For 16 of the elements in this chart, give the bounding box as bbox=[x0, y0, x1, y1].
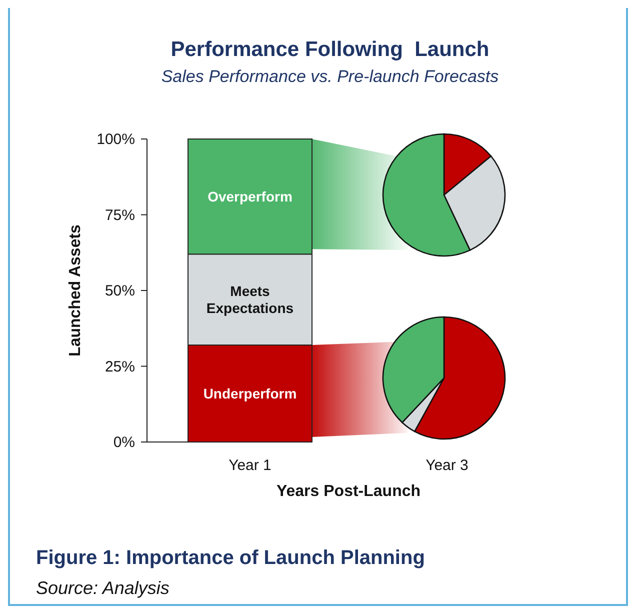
series-label: Underperform bbox=[203, 386, 297, 402]
source-note: Source: Analysis bbox=[36, 578, 170, 598]
y-axis-title: Launched Assets bbox=[67, 224, 84, 356]
y-tick-label: 100% bbox=[96, 131, 135, 148]
x-axis-title: Years Post-Launch bbox=[276, 483, 421, 500]
chart-subtitle: Sales Performance vs. Pre-launch Forecasts bbox=[161, 67, 500, 86]
chart-title: Performance Following Launch bbox=[170, 38, 490, 61]
series-label: Overperform bbox=[208, 188, 292, 205]
x-tick-label: Year 3 bbox=[426, 457, 468, 474]
x-tick-label: Year 1 bbox=[228, 457, 272, 474]
y-tick-label: 50% bbox=[104, 282, 135, 300]
series-label: Meets Expectations bbox=[206, 283, 294, 316]
y-tick-label: 25% bbox=[104, 358, 135, 376]
caption: Figure 1: Importance of Launch Planning bbox=[36, 547, 425, 569]
y-tick-label: 0% bbox=[113, 434, 135, 451]
y-tick-label: 75% bbox=[104, 206, 135, 224]
